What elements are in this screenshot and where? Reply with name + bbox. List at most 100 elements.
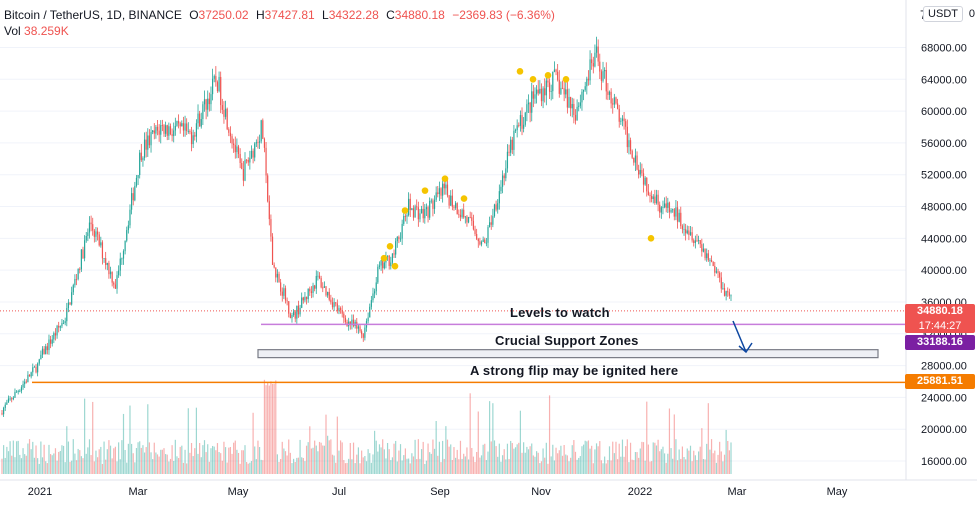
candle-body: [90, 222, 92, 225]
candle-body: [608, 91, 611, 95]
volume-bar: [278, 461, 280, 474]
volume-bar: [20, 458, 23, 474]
volume-bar: [301, 457, 303, 474]
candle-body: [1, 413, 3, 415]
volume-bar: [712, 453, 714, 474]
volume-bar: [58, 451, 60, 474]
volume-bar: [216, 443, 219, 474]
volume-bar: [314, 440, 316, 474]
candle-body: [626, 126, 628, 148]
candle-body: [702, 248, 705, 252]
volume-bar: [582, 444, 585, 474]
volume-bar: [242, 450, 244, 474]
candle-body: [168, 126, 170, 136]
candle-body: [270, 219, 272, 237]
candle-body: [641, 169, 643, 174]
candle-body: [471, 217, 473, 221]
volume-bar: [288, 439, 290, 474]
candle-body: [289, 313, 291, 319]
symbol-title[interactable]: Bitcoin / TetherUS, 1D, BINANCE: [4, 8, 182, 22]
candle-body: [105, 258, 107, 265]
volume-bar: [730, 442, 732, 474]
volume-bar: [570, 457, 572, 474]
candle-body: [501, 175, 504, 187]
candle-body: [492, 216, 494, 225]
candle-body: [511, 139, 513, 150]
candle-body: [657, 194, 659, 205]
currency-menu-char[interactable]: 0: [968, 8, 975, 20]
volume-bar: [202, 445, 204, 474]
volume-bar: [513, 448, 515, 474]
volume-bar: [100, 446, 102, 474]
candle-body: [165, 125, 167, 134]
candle-body: [461, 209, 463, 218]
volume-bar: [663, 453, 666, 474]
volume-bar: [131, 443, 133, 474]
candle-body: [341, 309, 343, 314]
candle-body: [646, 177, 648, 192]
chart-grid: [0, 47, 906, 462]
volume-bar: [348, 458, 350, 474]
candle-body: [309, 288, 311, 292]
candle-body: [508, 151, 510, 153]
candle-body: [124, 240, 126, 252]
volume-bar: [377, 451, 379, 474]
candle-body: [155, 126, 157, 134]
volume-bar: [536, 451, 538, 474]
candle-body: [673, 209, 675, 217]
levels-to-watch-text: Levels to watch: [510, 305, 610, 320]
volume-bar: [628, 462, 630, 474]
candle-body: [513, 130, 515, 150]
candle-body: [166, 125, 168, 136]
volume-bar: [310, 448, 313, 474]
time-tick-label: Mar: [728, 486, 747, 498]
volume-bar: [403, 455, 405, 474]
candle-body: [59, 326, 61, 328]
volume-bar: [69, 461, 71, 474]
price-tick-label: 24000.00: [921, 392, 967, 404]
volume-bar: [424, 463, 426, 474]
volume-bar: [317, 451, 319, 474]
volume-bar: [524, 452, 526, 474]
open-key: O: [189, 8, 199, 22]
volume-bar: [419, 458, 421, 474]
candlesticks: [1, 36, 732, 417]
candle-body: [391, 253, 394, 263]
candle-body: [77, 269, 79, 280]
volume-bar: [364, 456, 366, 474]
currency-button[interactable]: USDT: [923, 6, 963, 22]
volume-bar: [500, 461, 502, 474]
volume-bar: [445, 426, 447, 474]
change-value: −2369.83 (−6.36%): [452, 8, 555, 22]
candle-body: [586, 78, 588, 87]
volume-bar: [330, 439, 332, 474]
candle-body: [579, 102, 581, 106]
volume-bar: [336, 416, 338, 474]
candle-body: [374, 291, 376, 294]
candle-body: [723, 288, 726, 296]
candle-body: [479, 241, 481, 245]
volume-bar: [383, 449, 385, 474]
candle-body: [505, 168, 507, 179]
volume-bar: [241, 450, 243, 474]
volume-bar: [691, 461, 693, 474]
candle-body: [660, 207, 662, 213]
volume-bar: [683, 457, 685, 474]
time-tick-label: May: [228, 486, 249, 498]
candle-body: [623, 118, 625, 122]
candle-body: [364, 327, 366, 338]
candle-body: [440, 188, 442, 196]
candle-body: [132, 193, 134, 201]
candle-body: [654, 196, 656, 204]
candle-body: [95, 231, 97, 237]
volume-bar: [143, 452, 146, 474]
volume-bar: [40, 441, 42, 474]
orange-level-badge: 25881.51: [905, 374, 975, 389]
candle-body: [257, 142, 259, 143]
candle-body: [234, 145, 236, 153]
candle-body: [96, 231, 99, 235]
candle-body: [613, 97, 615, 105]
candle-body: [56, 325, 58, 336]
volume-bar: [568, 461, 570, 474]
